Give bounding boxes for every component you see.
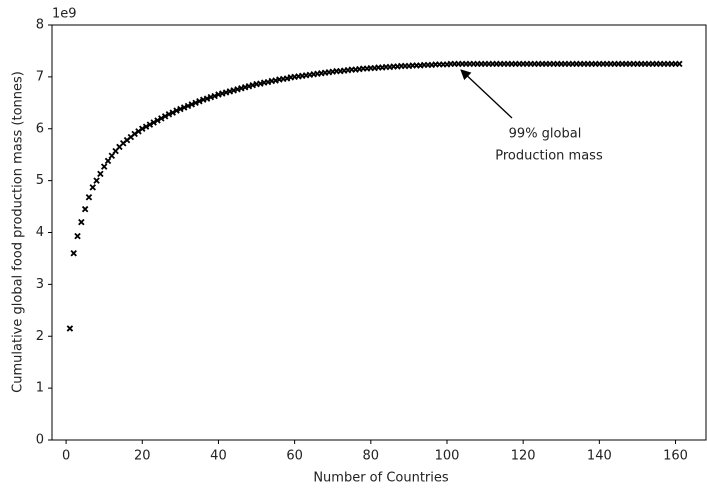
annotation-text: 99% global <box>509 127 582 142</box>
x-tick-label: 20 <box>134 449 151 464</box>
y-tick-label: 5 <box>36 173 44 188</box>
y-offset-label: 1e9 <box>52 7 77 22</box>
annotation-text: Production mass <box>495 149 603 164</box>
data-point <box>146 121 154 128</box>
data-point <box>85 193 93 201</box>
x-tick-label: 100 <box>435 449 460 464</box>
data-point <box>89 184 96 191</box>
x-tick-label: 40 <box>210 449 227 464</box>
data-point <box>173 107 180 114</box>
data-point <box>97 170 104 178</box>
y-tick-label: 6 <box>36 121 44 136</box>
y-tick-label: 3 <box>36 277 44 292</box>
data-point <box>676 60 683 68</box>
data-point <box>74 232 81 240</box>
data-point <box>192 99 199 107</box>
y-tick-label: 7 <box>36 69 44 84</box>
data-point <box>161 113 169 120</box>
data-point <box>150 119 157 126</box>
data-point <box>93 177 100 184</box>
data-point <box>70 250 77 257</box>
data-point <box>158 115 165 122</box>
data-point <box>100 163 108 170</box>
y-tick-label: 0 <box>36 433 44 448</box>
y-tick-label: 1 <box>36 381 44 396</box>
x-tick-label: 60 <box>286 449 303 464</box>
annotation-arrow <box>460 69 513 119</box>
data-point <box>142 123 150 130</box>
data-point <box>180 104 188 111</box>
data-point <box>169 109 176 116</box>
x-tick-label: 0 <box>62 449 70 464</box>
plot-frame <box>51 24 707 441</box>
x-tick-label: 160 <box>663 449 688 464</box>
x-tick-label: 140 <box>587 449 612 464</box>
data-point <box>177 105 184 113</box>
data-point <box>154 117 161 124</box>
data-point <box>104 157 112 165</box>
data-point <box>211 92 218 100</box>
data-point <box>196 98 203 105</box>
x-axis-label: Number of Countries <box>313 471 449 486</box>
data-point <box>203 95 211 102</box>
data-point <box>165 110 173 118</box>
x-tick-label: 120 <box>511 449 536 464</box>
data-point <box>188 101 196 108</box>
data-point <box>184 102 192 110</box>
y-tick-label: 4 <box>36 225 44 240</box>
data-point <box>139 125 146 132</box>
y-tick-label: 8 <box>36 18 44 33</box>
data-point <box>81 205 89 213</box>
y-tick-label: 2 <box>36 329 44 344</box>
data-point <box>78 218 85 226</box>
x-tick-label: 80 <box>363 449 380 464</box>
y-axis-label: Cumulative global food production mass (… <box>11 71 26 393</box>
data-point <box>66 325 74 332</box>
